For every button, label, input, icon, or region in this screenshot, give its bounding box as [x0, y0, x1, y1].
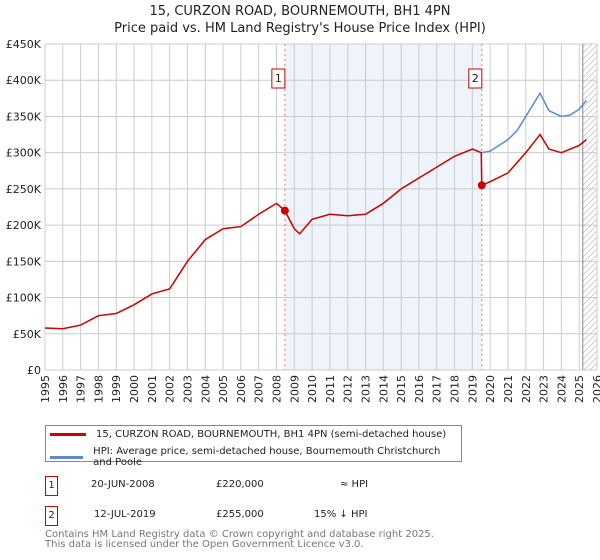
- y-tick-label: £0: [27, 364, 41, 377]
- x-tick-label: 1998: [92, 375, 105, 403]
- series-line: [481, 91, 587, 154]
- x-tick-label: 1997: [75, 375, 88, 403]
- x-tick-label: 2018: [449, 375, 462, 403]
- sale-marker: 1: [45, 476, 58, 496]
- x-tick-label: 2007: [253, 375, 266, 403]
- sale-label: 2: [472, 72, 479, 85]
- sale-date: 12-JUL-2019: [94, 509, 156, 520]
- x-tick-label: 2004: [199, 375, 212, 403]
- sale-row: 1 20-JUN-2008 £220,000 ≈ HPI: [45, 476, 445, 496]
- x-tick-label: 2025: [573, 375, 586, 403]
- sale-label-box: [468, 68, 483, 89]
- forecast-hatch: [582, 44, 597, 370]
- y-tick-label: £100K: [6, 292, 42, 305]
- sale-label: 1: [275, 72, 282, 85]
- footer: Contains HM Land Registry data © Crown c…: [45, 530, 434, 550]
- x-tick-label: 1996: [57, 375, 70, 403]
- x-tick-label: 2015: [395, 375, 408, 403]
- x-tick-label: 1999: [110, 375, 123, 403]
- sale-point: [477, 181, 486, 190]
- x-tick-label: 2022: [520, 375, 533, 403]
- sale-hpi: 15% ↓ HPI: [314, 509, 368, 520]
- footer-line: Contains HM Land Registry data © Crown c…: [45, 529, 434, 540]
- sale-marker: 2: [45, 506, 58, 526]
- x-tick-label: 1995: [39, 375, 52, 403]
- x-tick-label: 2016: [413, 375, 426, 403]
- price-chart: £0 £50K £100K £150K £200K £250K £300K £350K £400…: [6, 38, 600, 403]
- sale-label-box: [271, 68, 286, 89]
- x-tick-label: 2011: [324, 375, 337, 403]
- x-tick-label: 2013: [360, 375, 373, 403]
- legend: 15, CURZON ROAD, BOURNEMOUTH, BH1 4PN (s…: [45, 425, 462, 468]
- x-tick-label: 2012: [342, 375, 355, 403]
- chart-title: 15, CURZON ROAD, BOURNEMOUTH, BH1 4PN: [149, 4, 451, 19]
- x-tick-label: 2005: [217, 375, 230, 403]
- series-line: [44, 133, 587, 330]
- x-tick-label: 2000: [128, 375, 141, 403]
- legend-swatch-property: [50, 433, 86, 436]
- x-tick-label: 2006: [235, 375, 248, 403]
- x-tick-label: 2010: [306, 375, 319, 403]
- x-tick-label: 2024: [555, 375, 568, 403]
- x-tick-label: 2020: [484, 375, 497, 403]
- sale-hpi: ≈ HPI: [340, 479, 369, 490]
- y-tick-label: £300K: [6, 147, 42, 160]
- x-tick-label: 2023: [538, 375, 551, 403]
- y-tick-label: £200K: [6, 219, 42, 232]
- sale-price: £255,000: [216, 509, 264, 520]
- x-tick-label: 2017: [431, 375, 444, 403]
- x-tick-label: 2026: [591, 375, 600, 403]
- x-tick-label: 2001: [146, 375, 159, 403]
- x-tick-label: 2019: [466, 375, 479, 403]
- x-tick-label: 2021: [502, 375, 515, 403]
- x-tick-label: 2002: [164, 375, 177, 403]
- x-tick-label: 2009: [288, 375, 301, 403]
- legend-swatch-hpi: [50, 455, 84, 459]
- footer-line: This data is licensed under the Open Gov…: [45, 539, 364, 550]
- chart-subtitle: Price paid vs. HM Land Registry's House …: [114, 21, 486, 36]
- x-tick-label: 2003: [181, 375, 194, 403]
- y-tick-label: £450K: [6, 38, 42, 51]
- legend-property: 15, CURZON ROAD, BOURNEMOUTH, BH1 4PN (s…: [96, 429, 447, 440]
- x-tick-label: 2008: [270, 375, 283, 403]
- y-tick-label: £50K: [13, 328, 42, 341]
- legend-hpi: HPI: Average price, semi-detached house,…: [93, 446, 441, 468]
- y-tick-label: £350K: [6, 110, 42, 123]
- sale-price: £220,000: [216, 479, 264, 490]
- x-tick-label: 2014: [377, 375, 390, 403]
- sale-point: [280, 206, 289, 215]
- y-tick-label: £150K: [6, 255, 42, 268]
- y-tick-label: £400K: [6, 74, 42, 87]
- sale-date: 20-JUN-2008: [91, 479, 155, 490]
- y-tick-label: £250K: [6, 183, 42, 196]
- sale-row: 2 12-JUL-2019 £255,000 15% ↓ HPI: [45, 506, 445, 526]
